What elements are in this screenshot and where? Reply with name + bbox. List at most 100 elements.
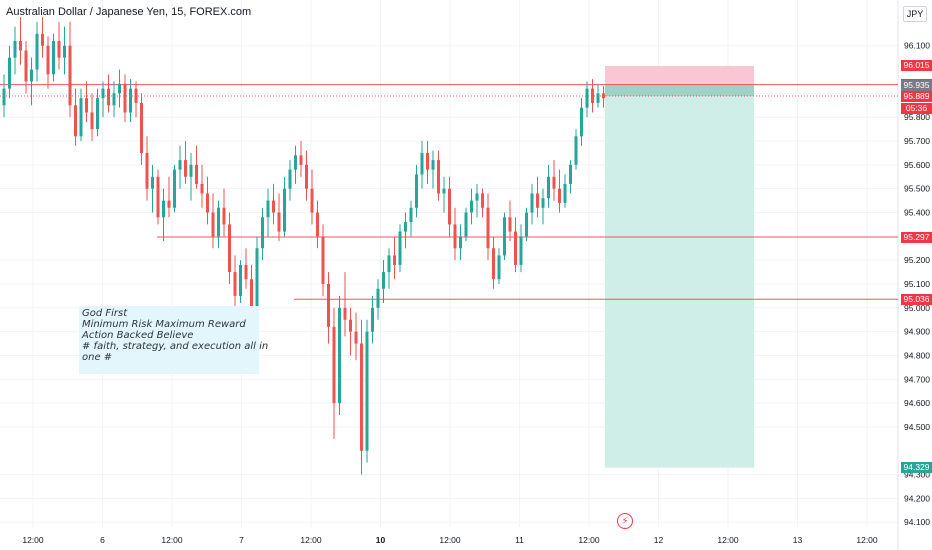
candle-body <box>591 88 594 103</box>
candle-body <box>349 319 352 332</box>
candle-body <box>24 50 28 82</box>
annotation-line: one # <box>82 352 113 363</box>
candle-body <box>244 264 248 280</box>
candle-body <box>376 288 380 308</box>
candle-body <box>140 102 143 153</box>
candle-body <box>222 207 226 225</box>
candle-body <box>563 183 567 203</box>
candle-body <box>19 40 22 51</box>
candle-body <box>486 207 490 249</box>
y-tick-label: 96.100 <box>904 41 930 51</box>
candle-body <box>442 188 446 194</box>
candle-body <box>57 40 61 58</box>
candle-body <box>233 272 237 296</box>
candle-body <box>387 255 391 273</box>
candle-body <box>173 169 176 208</box>
candle-body <box>68 45 72 106</box>
candle-body <box>118 83 121 94</box>
candle-body <box>41 33 44 46</box>
candle-body <box>453 224 457 249</box>
price-tag: 05:36 <box>901 103 932 115</box>
price-tag: 95.036 <box>901 293 932 305</box>
stop-zone <box>605 65 754 86</box>
horizontal-levels[interactable] <box>0 84 898 300</box>
candle-body <box>398 231 402 265</box>
candle-body <box>420 152 424 175</box>
candle-body <box>13 40 17 58</box>
price-tag: 95.889 <box>901 90 932 102</box>
candle-body <box>525 212 528 237</box>
y-tick-label: 94.100 <box>904 517 930 527</box>
candle-body <box>574 136 578 165</box>
candle-body <box>239 264 242 296</box>
x-tick-label: 6 <box>100 535 105 545</box>
price-tag: 95.935 <box>901 79 932 91</box>
time-axis[interactable]: 12:00 6 12:00 7 12:00 10 12:00 11 12:00 12 12:00 13… <box>22 535 878 545</box>
candle-body <box>101 88 105 99</box>
grid-lines <box>0 0 899 550</box>
y-tick-label: 94.800 <box>904 350 930 360</box>
symbol-title: Australian Dollar / Japanese Yen, 15, FO… <box>6 6 252 18</box>
candle-body <box>426 152 429 170</box>
candle-body <box>123 83 127 113</box>
candle-body <box>79 98 83 137</box>
entry-zone <box>605 85 754 97</box>
candle-body <box>503 217 506 256</box>
candle-body <box>530 193 534 213</box>
candle-body <box>261 217 264 249</box>
candle-body <box>145 152 149 189</box>
candle-body <box>310 188 314 213</box>
text-annotation[interactable]: God First Minimum Risk Maximum Reward Ac… <box>79 306 268 374</box>
candle-body <box>459 236 462 249</box>
y-tick-label: 94.700 <box>904 374 930 384</box>
candle-body <box>475 193 479 201</box>
candle-body <box>404 222 407 232</box>
annotation-line: Minimum Risk Maximum Reward <box>82 319 246 330</box>
currency-badge[interactable]: JPY <box>903 6 927 22</box>
y-tick-label: 94.600 <box>904 398 930 408</box>
candle-body <box>393 255 396 265</box>
y-tick-label: 94.900 <box>904 327 930 337</box>
candle-body <box>580 107 583 137</box>
candle-body <box>74 105 77 137</box>
position-zones[interactable] <box>605 65 754 468</box>
candle-body <box>536 193 539 208</box>
candle-body <box>365 331 369 451</box>
candle-body <box>134 88 138 103</box>
lightning-icon[interactable]: ⚡ <box>617 513 633 529</box>
x-tick-label: 12:00 <box>717 535 739 545</box>
x-tick-label: 12:00 <box>439 535 461 545</box>
candle-body <box>250 279 253 320</box>
y-tick-label: 95.500 <box>904 184 930 194</box>
candle-body <box>299 155 303 165</box>
candle-body <box>112 93 116 106</box>
candle-body <box>184 160 187 177</box>
x-tick-label: 10 <box>376 535 386 545</box>
candle-body <box>332 326 336 404</box>
candle-body <box>35 33 39 70</box>
x-tick-label: 12 <box>654 535 664 545</box>
x-tick-label: 12:00 <box>578 535 600 545</box>
candle-body <box>305 164 308 189</box>
y-tick-label: 95.600 <box>904 160 930 170</box>
candle-body <box>63 45 66 58</box>
candle-body <box>338 307 341 404</box>
candle-body <box>382 272 385 289</box>
candle-body <box>316 212 319 237</box>
candle-body <box>360 343 363 451</box>
y-tick-label: 94.500 <box>904 422 930 432</box>
candle-body <box>283 188 286 232</box>
candle-body <box>211 212 215 237</box>
candle-body <box>156 176 160 218</box>
y-tick-label: 95.100 <box>904 279 930 289</box>
annotation-line: God First <box>82 308 128 319</box>
candle-body <box>90 112 94 130</box>
candle-body <box>46 45 50 75</box>
price-tag: 96.015 <box>901 60 932 72</box>
candle-body <box>228 224 231 273</box>
candle-body <box>497 255 501 280</box>
x-tick-label: 12:00 <box>22 535 44 545</box>
candle-body <box>519 236 523 265</box>
x-tick-label: 12:00 <box>161 535 183 545</box>
